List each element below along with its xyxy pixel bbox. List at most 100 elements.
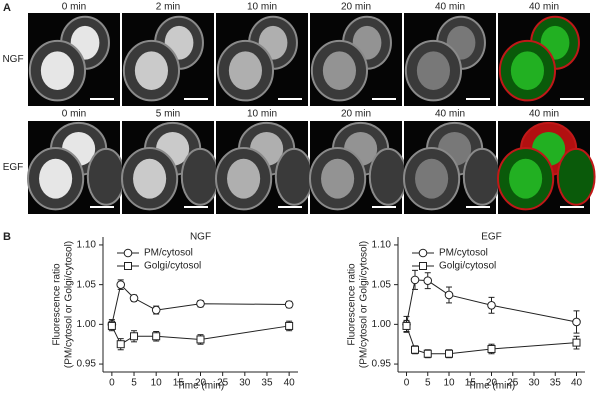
nucleus [321, 158, 355, 199]
marker [487, 344, 496, 353]
x-axis-label: Time (min) [177, 381, 224, 392]
time-label: 40 min [435, 109, 465, 120]
legend-label: Golgi/cytosol [144, 261, 201, 272]
series-line [406, 279, 577, 325]
time-label: 0 min [62, 2, 86, 13]
time-label: 2 min [156, 2, 180, 13]
chart-title: NGF [190, 232, 211, 243]
row-label: NGF [2, 54, 23, 65]
marker [572, 317, 581, 327]
series-line [111, 283, 290, 325]
x-tick-label: 20 [195, 378, 207, 389]
y-axis-label: (PM/cytosol or Golgi/cytosol) [359, 241, 370, 368]
y-tick-label: 0.95 [77, 359, 97, 370]
nucleus [415, 158, 449, 199]
x-tick-label: 25 [217, 378, 229, 389]
chart-title: EGF [481, 232, 502, 243]
legend-label: Golgi/cytosol [439, 261, 496, 272]
time-label: 10 min [247, 109, 277, 120]
nucleus [133, 158, 167, 199]
marker [130, 332, 139, 341]
marker [129, 293, 139, 303]
marker [423, 276, 433, 285]
legend-marker [124, 262, 132, 270]
marker [196, 299, 205, 309]
time-label: 40 min [529, 109, 559, 120]
marker [116, 340, 125, 349]
marker [196, 335, 205, 344]
nucleus [228, 51, 262, 91]
cell [462, 147, 502, 206]
cell [274, 147, 314, 206]
time-label: 5 min [156, 109, 180, 120]
legend-label: PM/cytosol [439, 248, 488, 259]
x-tick-label: 5 [425, 378, 431, 389]
row-label: EGF [3, 162, 24, 173]
y-axis-label: Fluorescence ratio [52, 263, 63, 346]
x-tick-label: 35 [261, 378, 273, 389]
x-tick-label: 30 [239, 378, 251, 389]
cell [556, 147, 596, 206]
y-tick-label: 1.10 [77, 240, 97, 251]
panel-label: A [3, 2, 11, 14]
x-tick-label: 0 [109, 378, 115, 389]
marker [116, 280, 126, 289]
marker [487, 300, 496, 310]
marker [107, 321, 116, 330]
legend-label: PM/cytosol [144, 248, 193, 259]
time-label: 20 min [341, 109, 371, 120]
legend-marker [419, 262, 427, 270]
x-tick-label: 5 [131, 378, 137, 389]
marker [445, 349, 453, 358]
marker [444, 290, 454, 300]
marker [410, 275, 420, 285]
y-axis-label: Fluorescence ratio [347, 263, 358, 346]
x-tick-label: 15 [465, 378, 477, 389]
nucleus [134, 51, 168, 91]
x-tick-label: 30 [528, 378, 540, 389]
panel-label: B [3, 231, 11, 243]
x-tick-label: 40 [284, 378, 296, 389]
y-tick-label: 1.05 [77, 279, 97, 290]
x-tick-label: 10 [151, 378, 163, 389]
marker [411, 345, 419, 354]
y-axis-label: (PM/cytosol or Golgi/cytosol) [64, 241, 75, 368]
y-tick-label: 1.10 [372, 240, 392, 251]
x-axis-label: Time (min) [468, 381, 515, 392]
nucleus [40, 51, 74, 91]
marker [151, 305, 161, 315]
nucleus [509, 158, 543, 199]
time-label: 10 min [247, 2, 277, 13]
time-label: 0 min [62, 109, 86, 120]
cell [86, 147, 126, 206]
time-label: 40 min [435, 2, 465, 13]
marker [285, 321, 294, 330]
nucleus [416, 51, 450, 91]
marker [152, 332, 161, 341]
y-tick-label: 1.00 [77, 319, 97, 330]
marker [402, 321, 411, 330]
legend-marker [418, 248, 428, 258]
x-tick-label: 40 [571, 378, 583, 389]
x-tick-label: 35 [550, 378, 562, 389]
nucleus [227, 158, 261, 199]
marker [572, 338, 581, 347]
marker [423, 349, 432, 358]
time-label: 20 min [341, 2, 371, 13]
y-tick-label: 0.95 [372, 359, 392, 370]
x-tick-label: 20 [486, 378, 498, 389]
y-tick-label: 1.00 [372, 319, 392, 330]
cell [180, 147, 220, 206]
y-tick-label: 1.05 [372, 279, 392, 290]
x-tick-label: 10 [443, 378, 455, 389]
x-tick-label: 0 [404, 378, 410, 389]
nucleus [322, 51, 356, 91]
marker [284, 300, 294, 309]
x-tick-label: 25 [507, 378, 519, 389]
x-tick-label: 15 [173, 378, 185, 389]
time-label: 40 min [529, 2, 559, 13]
legend-marker [123, 248, 133, 258]
nucleus [39, 158, 73, 199]
nucleus [510, 51, 544, 91]
